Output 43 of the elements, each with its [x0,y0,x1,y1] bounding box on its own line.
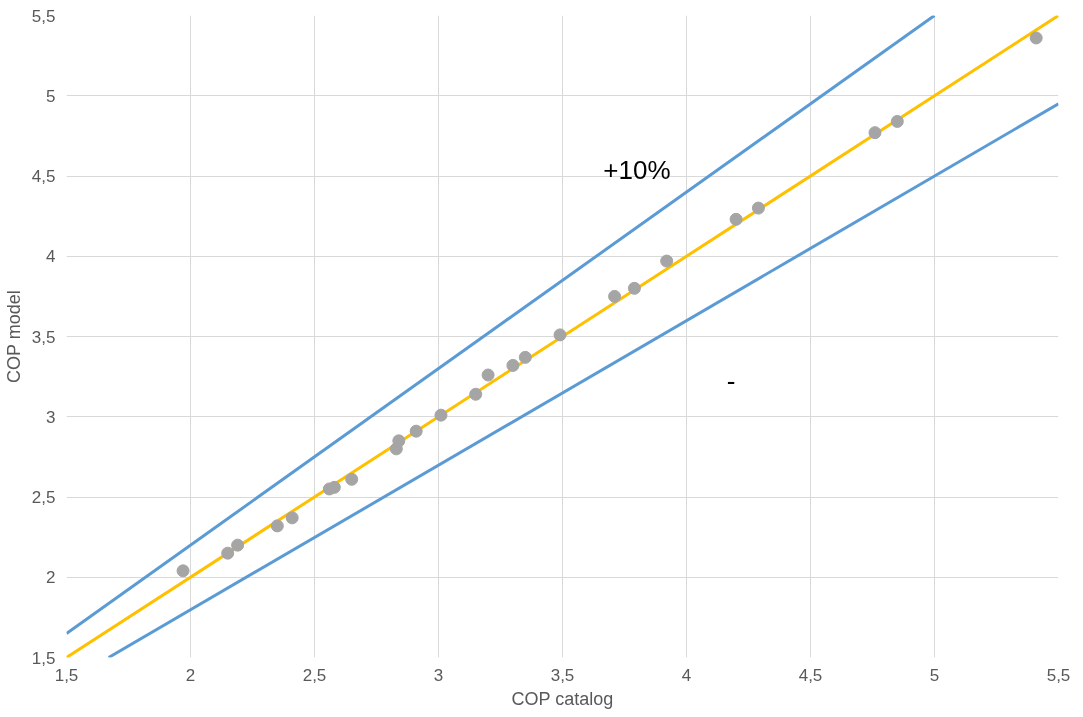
y-tick-label: 5 [46,86,56,106]
y-tick-label: 1,5 [31,648,56,668]
point [890,114,904,128]
point [481,368,495,382]
y-axis-title: COP model [3,290,24,384]
point [553,328,567,342]
point [751,201,765,215]
point [285,511,299,525]
point [1029,31,1043,45]
y-tick-label: 5,5 [31,6,56,26]
point [221,546,235,560]
point [608,289,622,303]
y-tick-label: 3,5 [31,327,56,347]
x-tick-label: 2 [185,665,196,685]
x-tick-label: 4,5 [798,665,823,685]
x-tick-label: 3 [433,665,444,685]
point [434,408,448,422]
point [729,212,743,226]
y-tick-label: 4 [46,247,56,267]
point [469,387,483,401]
annotation: - [726,366,736,397]
x-tick-label: 4 [681,665,692,685]
point [231,538,245,552]
point [627,281,641,295]
x-tick-label: 5,5 [1046,665,1071,685]
point [409,424,423,438]
point [345,472,359,486]
point [506,358,520,372]
point [176,564,190,578]
x-axis-title: COP catalog [511,688,614,709]
x-tick-label: 5 [929,665,940,685]
annotation: +10% [603,154,671,185]
point [518,350,532,364]
x-tick-label: 3,5 [550,665,575,685]
point [660,254,674,268]
y-tick-label: 4,5 [31,167,56,186]
y-tick-label: 2,5 [31,488,56,507]
point [868,126,882,140]
point [392,434,406,448]
y-tick-label: 3 [46,407,56,427]
y-tick-label: 2 [46,568,56,588]
point [270,519,284,533]
x-tick-label: 2,5 [302,665,327,685]
